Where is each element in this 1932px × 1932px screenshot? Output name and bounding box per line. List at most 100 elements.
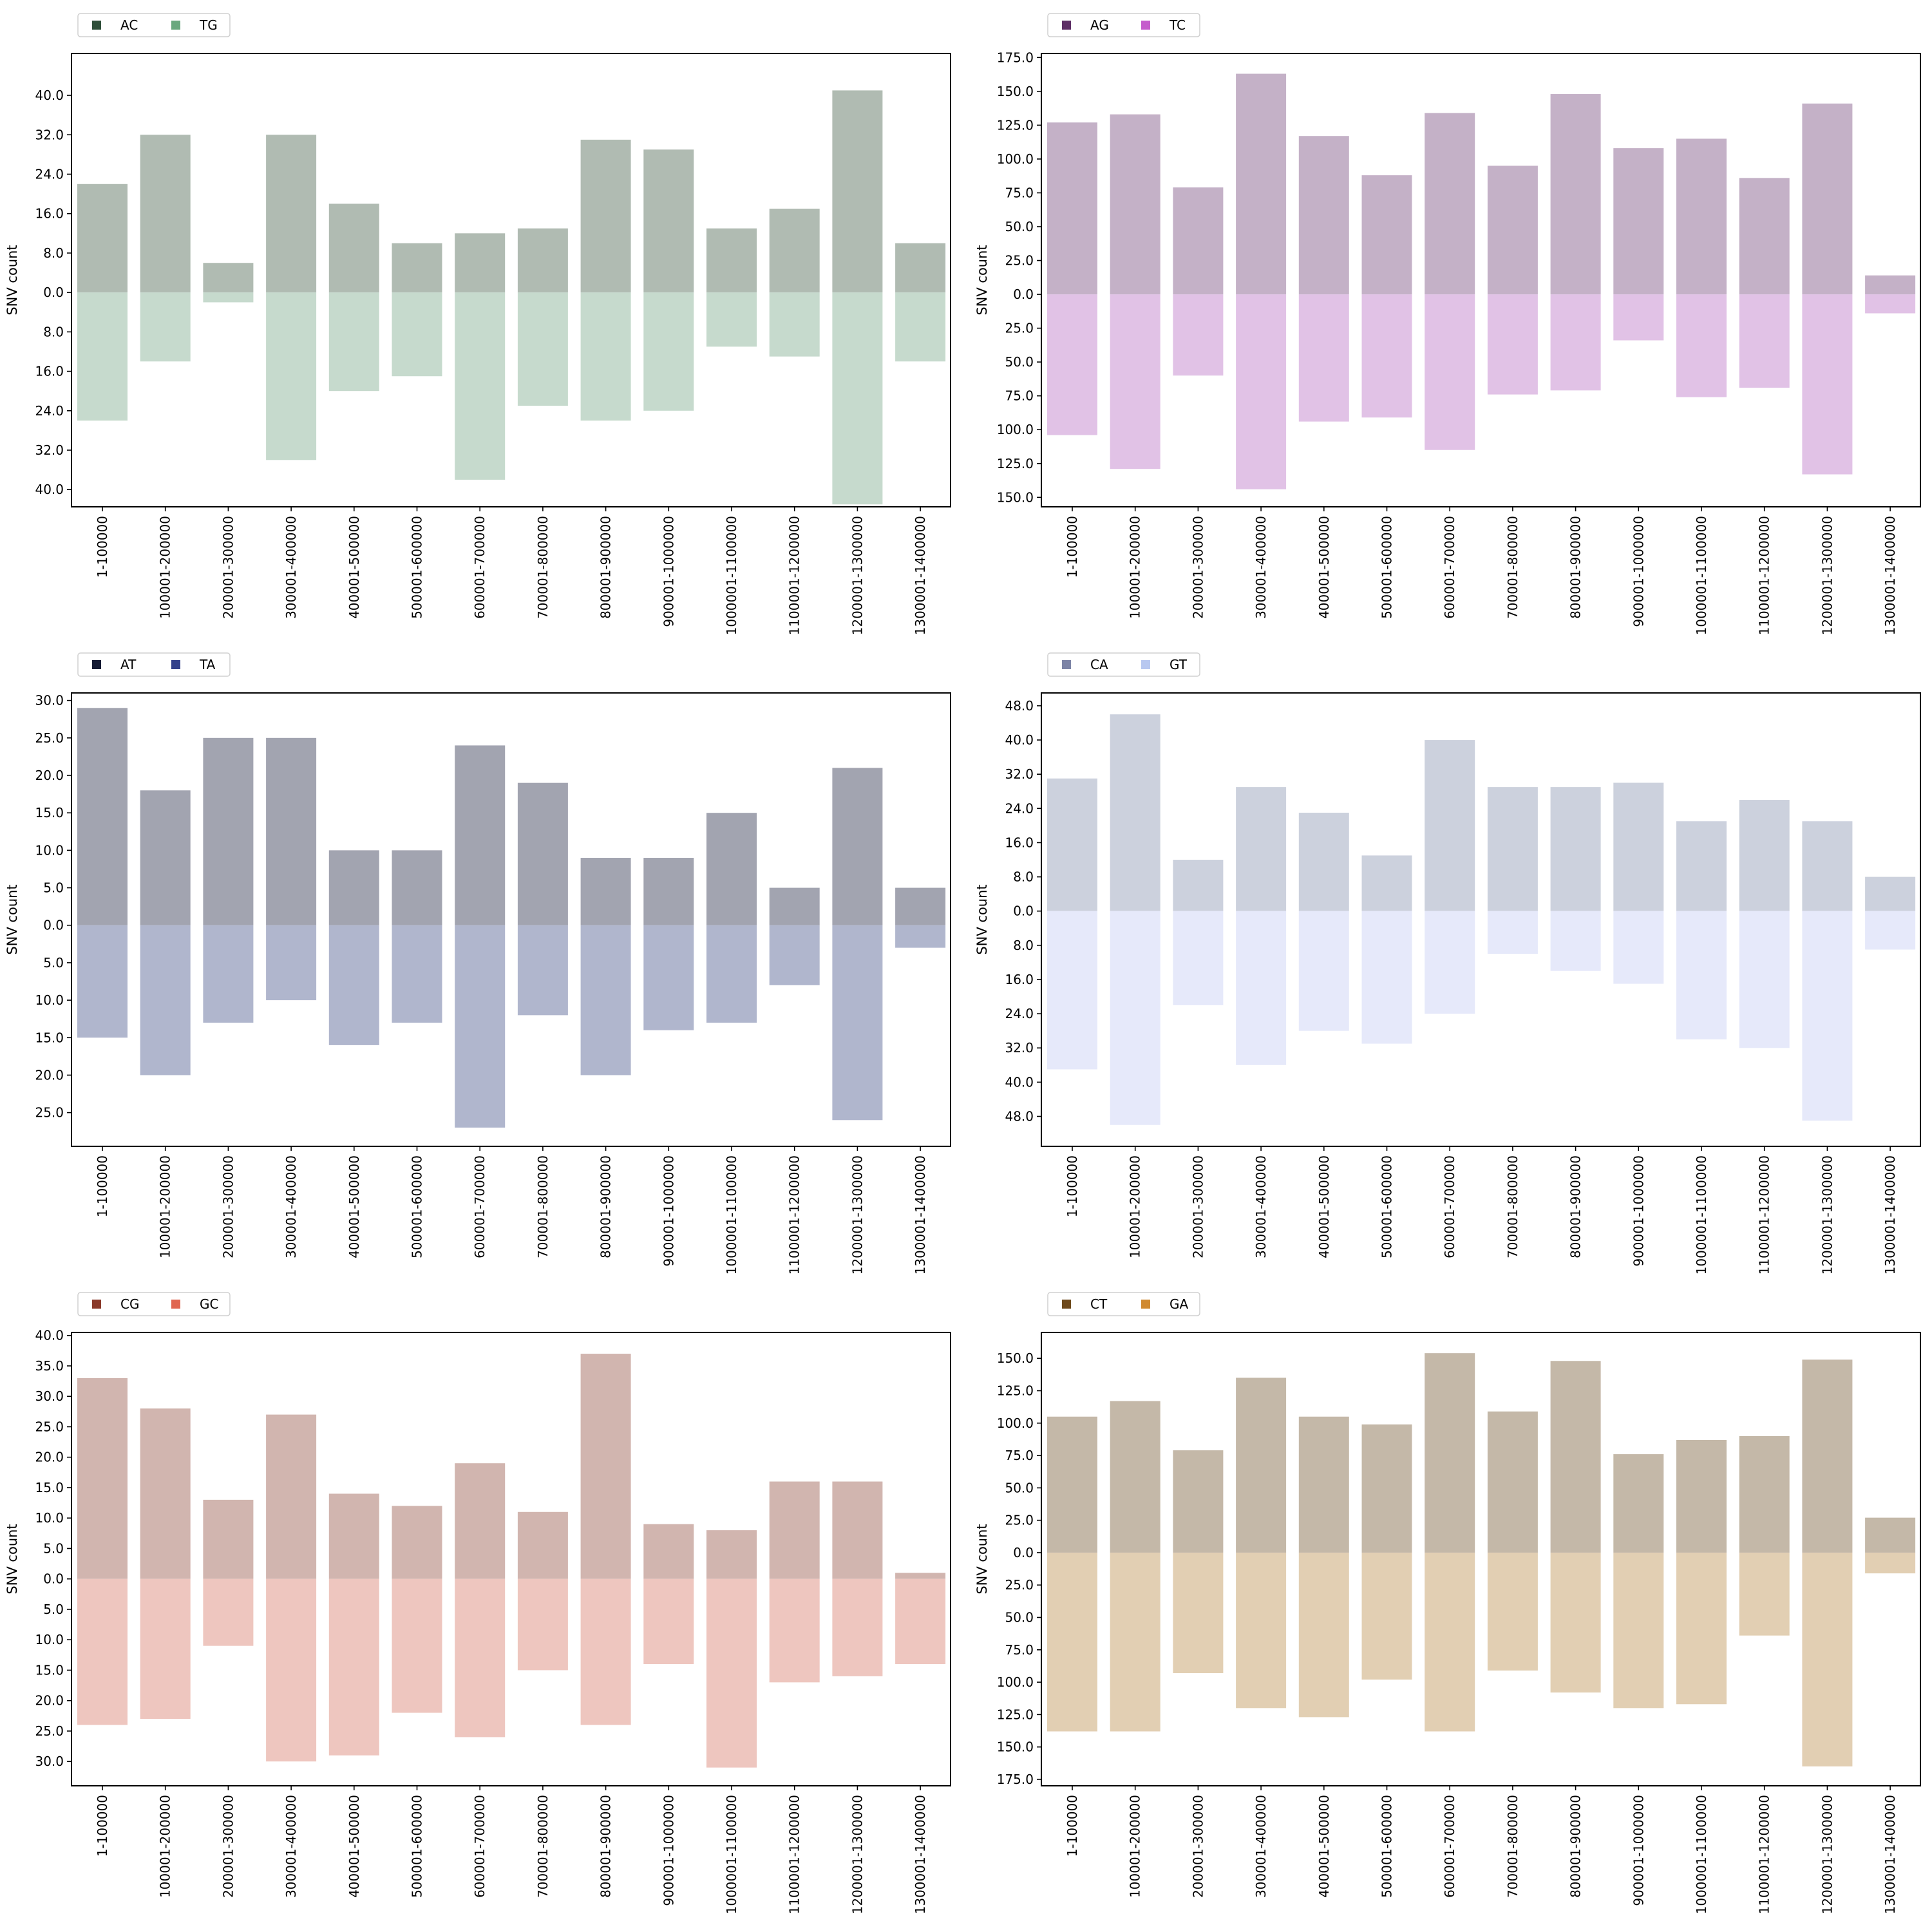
bar-at-14 — [895, 887, 946, 925]
bar-ag-14 — [1865, 275, 1916, 295]
bar-tg-14 — [895, 292, 946, 362]
x-tick-label: 800001-900000 — [598, 516, 614, 619]
bar-ct-1 — [1047, 1416, 1097, 1553]
y-tick-label: 8.0 — [43, 245, 64, 261]
x-tick-label: 700001-800000 — [1505, 516, 1520, 619]
y-tick-label: 0.0 — [43, 285, 64, 300]
x-tick-label: 1200001-1300000 — [849, 1155, 865, 1274]
y-axis-label: SNV count — [5, 245, 20, 315]
bar-tg-4 — [266, 292, 317, 460]
bar-ta-10 — [643, 925, 694, 1030]
x-tick-label: 1100001-1200000 — [787, 1795, 802, 1914]
x-tick-label: 1000001-1100000 — [724, 1795, 739, 1914]
y-tick-label: 16.0 — [1005, 835, 1034, 850]
y-tick-label: 100.0 — [997, 1416, 1034, 1431]
bar-tc-11 — [1676, 294, 1727, 397]
y-tick-label: 10.0 — [35, 842, 64, 858]
y-tick-label: 0.0 — [1013, 1545, 1034, 1560]
bar-ga-5 — [1298, 1552, 1349, 1718]
x-tick-label: 1-100000 — [1065, 1795, 1080, 1857]
legend-label-tc: TC — [1169, 17, 1186, 33]
x-tick-label: 100001-200000 — [158, 516, 173, 619]
bar-tc-4 — [1236, 294, 1287, 489]
bar-ac-8 — [517, 228, 568, 293]
x-tick-label: 1300001-1400000 — [1882, 516, 1898, 635]
y-tick-label: 175.0 — [997, 50, 1034, 65]
bar-ct-13 — [1802, 1359, 1853, 1553]
y-tick-label: 10.0 — [35, 992, 64, 1008]
y-tick-label: 20.0 — [35, 1067, 64, 1083]
bar-ta-11 — [706, 925, 757, 1023]
x-tick-label: 700001-800000 — [535, 1155, 551, 1258]
legend-swatch-ct — [1062, 1300, 1071, 1309]
x-axis: 1-100000 100001-200000 200001-300000 300001… — [1065, 507, 1898, 635]
x-axis: 1-100000 100001-200000 200001-300000 300001… — [1065, 1786, 1898, 1914]
series-tg — [77, 292, 946, 505]
bar-tg-1 — [77, 292, 128, 421]
legend: CG GC — [77, 1292, 231, 1316]
bar-at-8 — [517, 782, 568, 925]
bar-at-4 — [266, 737, 317, 925]
x-tick-label: 1-100000 — [95, 1795, 110, 1857]
bar-ct-4 — [1236, 1378, 1287, 1553]
y-tick-label: 48.0 — [1005, 1109, 1034, 1124]
bar-cg-2 — [140, 1408, 191, 1579]
bar-tc-12 — [1739, 294, 1790, 388]
legend-label-gt: GT — [1170, 657, 1188, 672]
bar-tc-5 — [1298, 294, 1349, 422]
bar-ga-3 — [1173, 1552, 1224, 1673]
bar-at-1 — [77, 708, 128, 925]
bar-tg-5 — [328, 292, 379, 392]
bar-ag-3 — [1173, 187, 1224, 295]
bar-at-3 — [203, 737, 254, 925]
x-tick-label: 400001-500000 — [346, 516, 362, 619]
bar-gc-8 — [517, 1578, 568, 1671]
x-tick-label: 1000001-1100000 — [1694, 1155, 1709, 1274]
bar-ca-5 — [1298, 812, 1349, 911]
series-ga — [1047, 1552, 1916, 1766]
x-tick-label: 1300001-1400000 — [913, 516, 928, 635]
x-tick-label: 400001-500000 — [1316, 1795, 1332, 1898]
bar-ca-13 — [1802, 821, 1853, 911]
bar-ac-11 — [706, 228, 757, 293]
bar-ca-7 — [1425, 740, 1475, 911]
bar-tc-7 — [1425, 294, 1475, 450]
bar-ga-10 — [1613, 1552, 1664, 1709]
bar-ca-12 — [1739, 800, 1790, 911]
x-tick-label: 300001-400000 — [1253, 1155, 1269, 1258]
bar-ct-11 — [1676, 1439, 1727, 1553]
x-tick-label: 300001-400000 — [283, 516, 299, 619]
bar-ga-4 — [1236, 1552, 1287, 1709]
legend-swatch-ac — [92, 21, 101, 30]
x-tick-label: 1-100000 — [95, 1155, 110, 1217]
bar-ta-8 — [517, 925, 568, 1016]
bar-cg-4 — [266, 1414, 317, 1579]
y-tick-label: 40.0 — [35, 1328, 64, 1343]
y-tick-label: 0.0 — [43, 918, 64, 933]
bar-ca-2 — [1110, 714, 1160, 911]
bar-ac-3 — [203, 263, 254, 293]
legend-label-at: AT — [120, 657, 137, 672]
bar-at-13 — [832, 768, 883, 925]
x-tick-label: 700001-800000 — [1505, 1155, 1520, 1258]
y-tick-label: 16.0 — [35, 206, 64, 222]
bar-ta-12 — [769, 925, 820, 985]
x-tick-label: 900001-1000000 — [661, 516, 676, 627]
y-tick-label: 100.0 — [997, 151, 1034, 167]
x-tick-label: 400001-500000 — [1316, 1155, 1332, 1258]
legend: AG TC — [1047, 13, 1200, 37]
y-tick-label: 24.0 — [35, 166, 64, 182]
y-tick-label: 40.0 — [1005, 1074, 1034, 1090]
y-tick-label: 16.0 — [1005, 972, 1034, 987]
y-tick-label: 50.0 — [1005, 219, 1034, 234]
legend-swatch-cg — [92, 1300, 101, 1309]
bar-ca-1 — [1047, 778, 1097, 911]
x-tick-label: 1100001-1200000 — [787, 1155, 802, 1274]
y-tick-label: 24.0 — [1005, 1006, 1034, 1021]
bar-ag-10 — [1613, 148, 1664, 295]
bar-cg-12 — [769, 1481, 820, 1579]
bar-ta-5 — [328, 925, 379, 1045]
y-tick-label: 125.0 — [997, 1383, 1034, 1399]
plot-frame — [1041, 53, 1921, 507]
y-tick-label: 75.0 — [1005, 1448, 1034, 1463]
